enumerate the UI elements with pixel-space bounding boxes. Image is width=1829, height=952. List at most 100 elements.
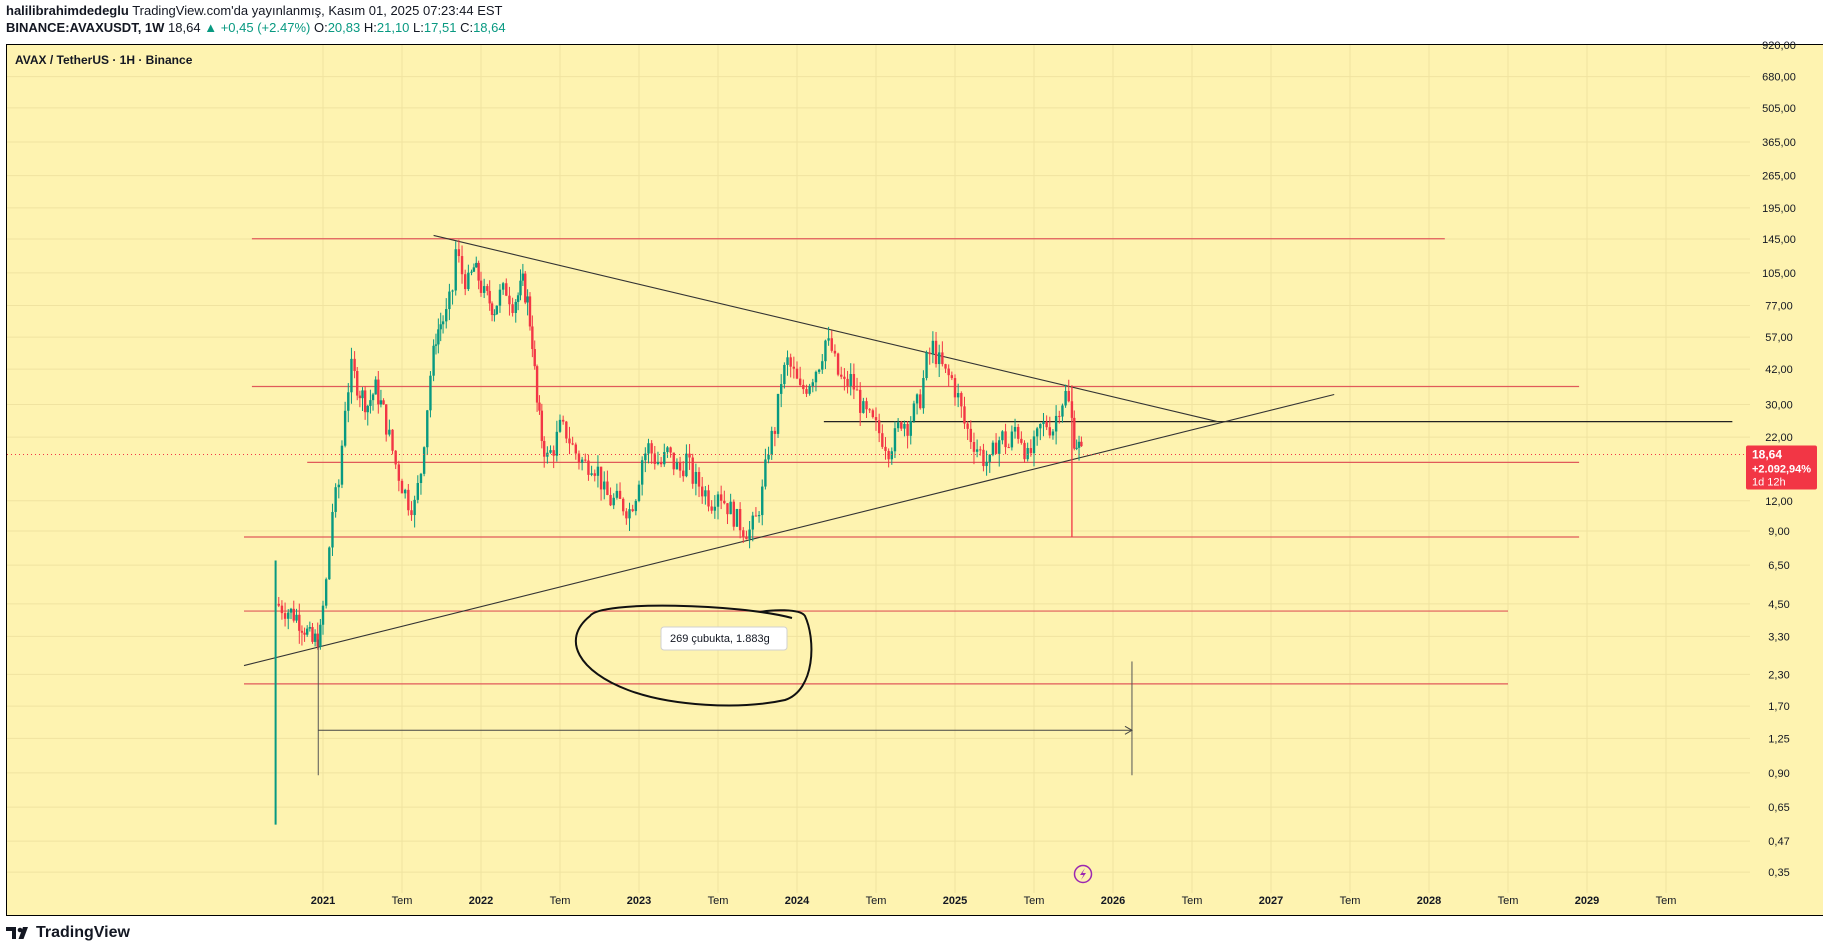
candle-body [798,378,802,385]
candle-body [742,530,745,537]
candle-body [1020,438,1023,443]
y-tick-label: 195,00 [1762,203,1796,215]
candle-body [470,271,473,273]
candle-body [587,460,590,475]
candle-body [543,440,546,457]
candle-body [540,410,544,441]
x-tick-label: Tem [1340,895,1361,907]
candle-body [761,486,764,516]
candle-body [868,409,871,411]
candle-body [909,421,912,436]
candle-body [748,529,751,540]
candle-body [994,442,998,454]
x-tick-label: Tem [1182,895,1203,907]
tradingview-logo[interactable]: TradingView [6,924,130,942]
candle-body [385,404,388,435]
candle-body [814,371,818,383]
open-label: O: [313,20,328,35]
candle-body [713,506,717,511]
x-tick-label: 2025 [943,895,967,907]
candle-body [1064,390,1067,406]
candle-body [488,290,491,304]
candle-body [445,309,448,322]
candle-body [419,473,423,484]
measure-label-text: 269 çubukta, 1.883g [670,633,770,645]
price-badge: 18,64 +2.092,94% 1d 12h [1746,445,1817,490]
y-tick-label: 22,00 [1765,432,1793,444]
candle-body [969,428,972,443]
price-candles [274,239,1083,825]
candle-body [603,481,606,490]
candle-body [292,608,295,621]
candle-body [454,249,457,291]
close-label: C: [460,20,474,35]
candle-body [922,378,925,409]
candle-body [1023,442,1026,460]
candle-body [521,273,525,281]
trendline-ascending[interactable] [243,393,1335,667]
candle-body [770,430,773,455]
candle-body [593,473,596,476]
candle-body [1004,431,1007,448]
candle-body [590,473,593,475]
candle-body [486,286,489,291]
candle-body [666,447,669,453]
candle-body [324,579,328,606]
change-value: +0,45 (+2.47%) [220,20,311,35]
candle-body [350,358,353,393]
candle-body [596,466,600,476]
candle-body [298,614,301,631]
drawings[interactable] [317,604,1133,776]
candle-body [1080,441,1083,447]
candle-body [672,452,675,470]
x-tick-label: Tem [866,895,887,907]
lightning-icon[interactable] [1073,864,1093,884]
candle-body [975,449,979,452]
candle-body [609,494,612,506]
candle-body [928,352,931,355]
candle-body [289,608,293,613]
candle-body [439,324,442,330]
candle-body [319,624,322,647]
candle-body [413,499,416,516]
x-tick-label: 2021 [311,895,335,907]
horizontal-levels[interactable] [244,238,1733,685]
x-tick-label: Tem [550,895,571,907]
candle-body [944,364,947,369]
candle-body [311,627,314,642]
candle-body [295,614,298,621]
candle-body [694,471,698,484]
measure-label[interactable]: 269 çubukta, 1.883g [660,626,788,651]
candle-body [574,444,577,454]
badge-change: +2.092,94% [1752,464,1811,476]
candle-body [906,423,909,436]
candle-body [1029,448,1033,454]
candle-body [846,378,849,386]
close-value: 18,64 [473,20,506,35]
candle-body [1054,415,1058,432]
candle-body [340,445,344,485]
candle-body [519,280,522,296]
trendline-descending[interactable] [433,234,1218,423]
last-price: 18,64 [168,20,201,35]
author-name[interactable]: halilibrahimdedeglu [6,3,129,18]
badge-countdown: 1d 12h [1752,477,1786,489]
candle-body [988,454,991,462]
candle-body [356,371,359,396]
badge-price: 18,64 [1752,448,1782,462]
candle-body [1026,448,1029,460]
candle-body [407,489,410,511]
trendlines[interactable] [243,234,1335,667]
candle-body [773,430,777,434]
candle-body [792,366,796,369]
candle-body [972,442,976,452]
candle-body [691,457,694,484]
x-tick-label: 2027 [1259,895,1283,907]
candle-body [821,361,824,370]
y-tick-label: 12,00 [1765,496,1793,508]
candle-body [640,460,644,485]
measure-arrow-head[interactable] [1124,725,1133,735]
candle-body [817,369,821,372]
hand-drawn-circle[interactable] [574,604,813,707]
